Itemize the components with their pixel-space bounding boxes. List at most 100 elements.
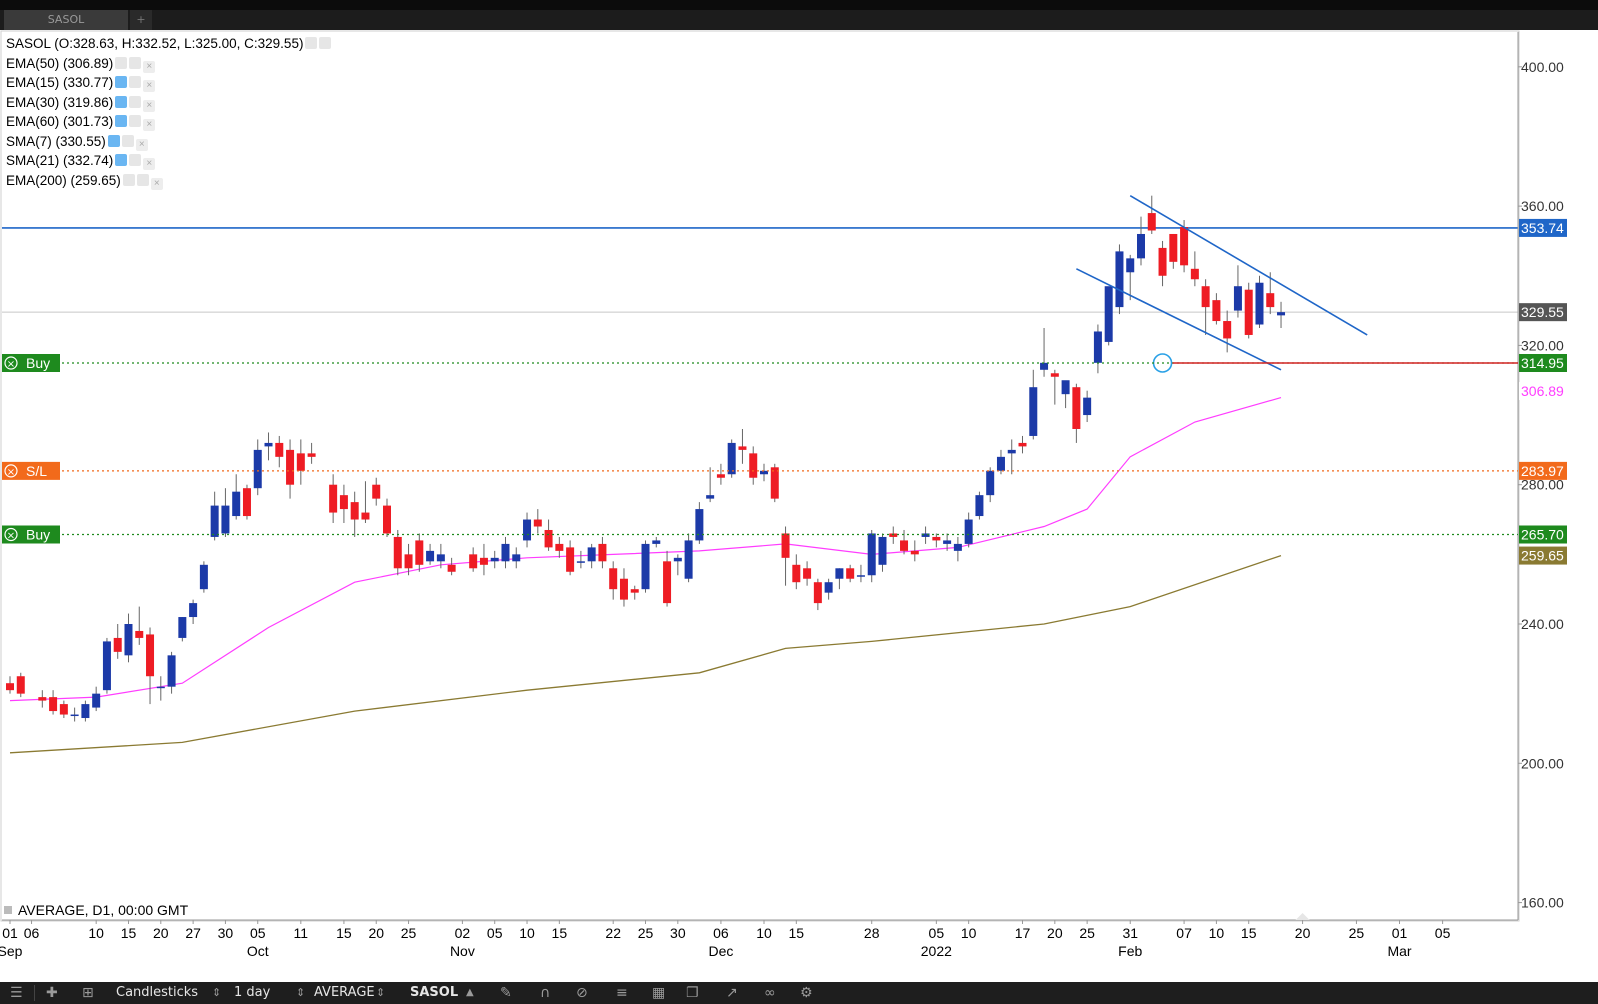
candle-body <box>38 697 47 701</box>
legend-text: SMA(7) (330.55) <box>6 133 106 149</box>
magnet-icon[interactable]: ∩ <box>540 985 551 1001</box>
plot-area <box>0 30 1520 922</box>
close-icon[interactable]: × <box>143 60 156 73</box>
eye-icon[interactable] <box>305 37 318 49</box>
chart-type-select[interactable]: Candlesticks <box>116 985 199 1000</box>
candle-body <box>501 543 510 562</box>
legend-row: SASOL (O:328.63, H:332.52, L:325.00, C:3… <box>6 36 332 54</box>
crop-icon[interactable]: ⊞ <box>82 985 94 1001</box>
candle-body <box>156 686 165 689</box>
layout-grid-icon[interactable]: ▦ <box>652 985 666 1001</box>
eye-icon[interactable] <box>122 173 135 186</box>
candle-body <box>264 442 273 447</box>
x-tick-label: 15 <box>1241 925 1257 941</box>
candle-body <box>673 557 682 562</box>
x-tick-label: 31 <box>1122 925 1138 941</box>
x-tick-label: 05 <box>1435 925 1451 941</box>
gear-icon[interactable] <box>129 56 142 69</box>
candle-body <box>598 543 607 562</box>
trend-icon[interactable]: ↗ <box>726 985 738 1001</box>
gear-icon[interactable] <box>319 37 332 49</box>
candle-body <box>350 502 359 520</box>
indicators-icon[interactable]: ≡ <box>616 985 628 1001</box>
candle-body <box>630 589 639 593</box>
candle-body <box>846 568 855 579</box>
hide-drawings-icon[interactable]: ⊘ <box>576 985 588 1001</box>
x-tick-label: 25 <box>401 925 417 941</box>
close-icon[interactable]: × <box>143 80 156 92</box>
legend-row: EMA(15) (330.77) × <box>6 75 156 93</box>
x-month-label: Dec <box>708 943 733 959</box>
eye-icon[interactable] <box>115 115 128 127</box>
x-tick-label: 20 <box>1295 925 1311 941</box>
menu-icon[interactable]: ☰ <box>10 985 23 1001</box>
crosshair-icon[interactable]: ✚ <box>46 985 58 1001</box>
link-icon[interactable]: ∞ <box>764 985 776 1001</box>
gear-icon[interactable] <box>129 115 142 127</box>
candle-body <box>113 637 122 652</box>
candle-body <box>1018 442 1027 447</box>
symbol-select[interactable]: SASOL <box>410 985 459 1000</box>
candle-body <box>1158 247 1167 276</box>
candle-body <box>943 540 952 544</box>
window-title-bar: SASOL + <box>0 0 1598 30</box>
x-tick-label: 22 <box>605 925 621 941</box>
candle-body <box>124 624 133 656</box>
gear-icon[interactable] <box>129 154 142 166</box>
eye-icon[interactable] <box>115 56 128 69</box>
x-tick-label: 02 <box>455 925 471 941</box>
interval-select[interactable]: 1 day <box>234 985 271 1000</box>
gear-icon[interactable] <box>129 76 142 88</box>
x-tick-label: 27 <box>185 925 201 941</box>
new-tab-button[interactable]: + <box>130 10 152 30</box>
close-icon[interactable]: × <box>143 119 156 131</box>
close-icon[interactable]: × <box>143 158 156 170</box>
candle-body <box>1255 282 1264 325</box>
gear-icon[interactable] <box>121 134 134 147</box>
x-tick-label: 06 <box>713 925 729 941</box>
order-price-tag: 283.97 <box>1521 463 1564 479</box>
templates-icon[interactable]: ❐ <box>686 985 699 1001</box>
gear-icon[interactable]: ⚙ <box>800 985 813 1001</box>
candle-body <box>889 533 898 537</box>
close-icon[interactable]: × <box>143 99 156 112</box>
gear-icon[interactable] <box>136 173 149 186</box>
candle-body <box>286 449 295 485</box>
eye-icon[interactable] <box>115 95 128 108</box>
legend-row: EMA(50) (306.89) × <box>6 56 156 74</box>
ema200-price-tag-bg <box>1519 546 1567 565</box>
candle-body <box>275 442 284 457</box>
candle-body <box>1266 293 1275 308</box>
candle-body <box>878 536 887 565</box>
x-tick-label: 10 <box>961 925 977 941</box>
candle-body <box>587 547 596 562</box>
close-order-glyph: × <box>7 531 15 542</box>
candle-body <box>1201 286 1210 308</box>
pencil-icon[interactable]: ✎ <box>500 985 512 1001</box>
price-type-select[interactable]: AVERAGE <box>314 985 375 1000</box>
close-icon[interactable]: × <box>150 177 163 190</box>
price-chart[interactable]: 160.00 200.00 240.00 280.00 320.00 360.00 400.… <box>0 30 1598 982</box>
eye-icon[interactable] <box>107 134 120 147</box>
x-month-label: Nov <box>450 943 475 959</box>
legend-text: EMA(15) (330.77) <box>6 75 114 90</box>
x-tick-label: 15 <box>789 925 805 941</box>
eye-icon[interactable] <box>115 76 128 88</box>
candle-body <box>792 564 801 583</box>
candle-body <box>996 456 1005 471</box>
candle-body <box>1277 312 1286 316</box>
candle-body <box>544 529 553 548</box>
candle-body <box>824 582 833 593</box>
legend-row: EMA(30) (319.86) × <box>6 95 156 113</box>
candle-body <box>178 617 187 638</box>
candle-body <box>555 543 564 551</box>
order-chip-label: Buy <box>26 527 50 543</box>
candle-body <box>1029 387 1038 436</box>
chart-tab[interactable]: SASOL <box>4 10 128 30</box>
gear-icon[interactable] <box>129 95 142 108</box>
candle-body <box>1104 286 1113 342</box>
candle-body <box>760 470 768 475</box>
candle-body <box>1040 362 1049 370</box>
eye-icon[interactable] <box>115 154 128 166</box>
close-icon[interactable]: × <box>135 138 148 151</box>
